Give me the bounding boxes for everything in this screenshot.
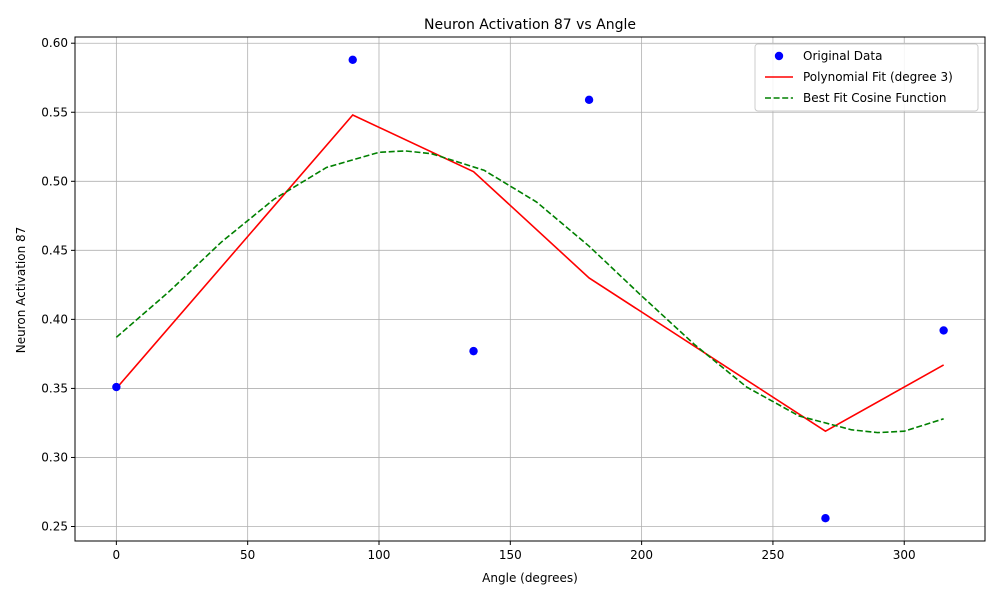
y-tick-label: 0.60 bbox=[41, 36, 68, 50]
y-tick-label: 0.25 bbox=[41, 520, 68, 534]
y-tick-label: 0.35 bbox=[41, 381, 68, 395]
y-tick-label: 0.30 bbox=[41, 450, 68, 464]
series-line-ff0000 bbox=[115, 114, 945, 433]
data-point bbox=[112, 382, 121, 392]
legend-label: Best Fit Cosine Function bbox=[803, 91, 946, 105]
x-tick-label: 150 bbox=[499, 548, 522, 562]
legend-box bbox=[754, 43, 979, 112]
data-point bbox=[584, 95, 594, 105]
data-point bbox=[348, 55, 357, 64]
legend: Original Data Polynomial Fit (degree 3) Be… bbox=[754, 43, 979, 112]
grid bbox=[75, 37, 985, 541]
x-tick-label: 100 bbox=[368, 548, 391, 562]
y-tick-label: 0.40 bbox=[41, 312, 68, 326]
data-point bbox=[469, 346, 478, 356]
series-line-008000 bbox=[115, 150, 944, 434]
x-tick-label: 300 bbox=[893, 548, 916, 562]
chart-title: Neuron Activation 87 vs Angle bbox=[424, 17, 636, 33]
series-layer bbox=[112, 55, 948, 523]
y-axis-label: Neuron Activation 87 bbox=[14, 227, 28, 354]
legend-label: Original Data bbox=[803, 49, 882, 63]
y-tick-label: 0.50 bbox=[41, 174, 68, 188]
x-axis-label: Angle (degrees) bbox=[482, 571, 578, 585]
data-point bbox=[821, 514, 830, 523]
x-tick-label: 200 bbox=[630, 548, 653, 562]
legend-marker bbox=[774, 51, 784, 61]
y-tick-label: 0.45 bbox=[41, 243, 68, 257]
plot-frame bbox=[74, 36, 986, 542]
data-point bbox=[939, 326, 948, 335]
x-tick-label: 50 bbox=[240, 548, 255, 562]
x-tick-label: 0 bbox=[113, 548, 121, 562]
legend-label: Polynomial Fit (degree 3) bbox=[803, 70, 953, 84]
y-tick-label: 0.55 bbox=[41, 105, 68, 119]
ticks: 0 50 100 150 200 250 300 0.25 0.30 0.35 0.40 0.45 0.… bbox=[41, 36, 915, 562]
x-tick-label: 250 bbox=[761, 548, 784, 562]
